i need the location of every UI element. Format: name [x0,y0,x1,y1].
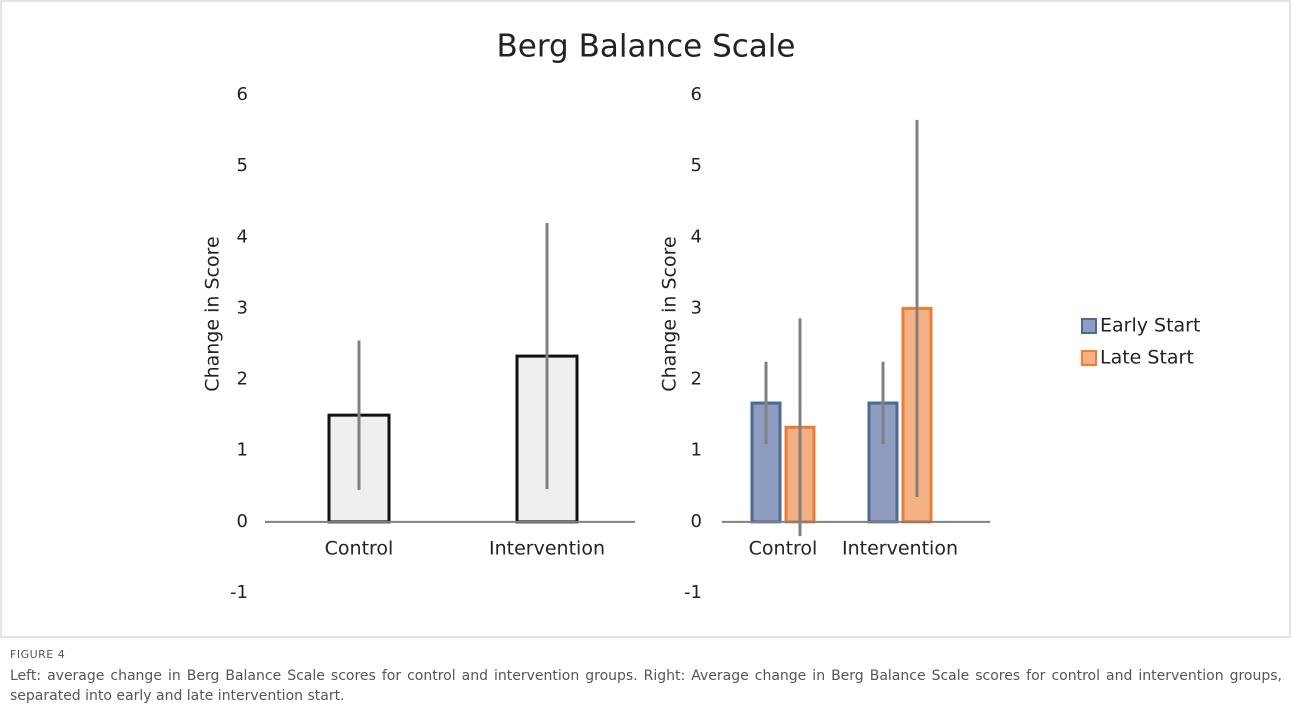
x-tick-label: Intervention [489,537,605,559]
figure-label: FIGURE 4 [10,648,66,661]
y-tick-label: 4 [237,226,248,247]
y-tick-label: 1 [237,440,248,461]
y-tick-label: 5 [691,155,702,176]
y-tick-label: 2 [691,369,702,390]
figure: Berg Balance Scale -1 0 1 2 3 4 5 6 Change in Sc… [0,0,1291,638]
x-tick-label: Control [325,537,394,559]
y-tick-label: 3 [691,297,702,318]
y-tick-label: 6 [691,84,702,105]
y-tick-label: 2 [237,369,248,390]
y-tick-label: -1 [230,582,248,603]
chart-title: Berg Balance Scale [497,29,796,65]
y-tick-label: 6 [237,84,248,105]
y-tick-label: 3 [237,297,248,318]
legend-label: Early Start [1100,315,1200,337]
x-tick-label: Intervention [842,537,958,559]
frame [0,0,1291,638]
y-tick-label: 0 [691,511,702,532]
y-tick-label: -1 [684,582,702,603]
y-tick-label: 0 [237,511,248,532]
legend-label: Late Start [1100,347,1194,369]
y-axis-label: Change in Score [202,236,224,391]
y-tick-label: 5 [237,155,248,176]
x-tick-label: Control [749,537,818,559]
caption: Left: average change in Berg Balance Sca… [10,668,1282,704]
y-tick-label: 4 [691,226,702,247]
legend-swatch [1081,350,1097,366]
y-axis-label: Change in Score [659,236,681,391]
y-tick-label: 1 [691,440,702,461]
legend-swatch [1081,318,1097,334]
bar [750,401,782,524]
